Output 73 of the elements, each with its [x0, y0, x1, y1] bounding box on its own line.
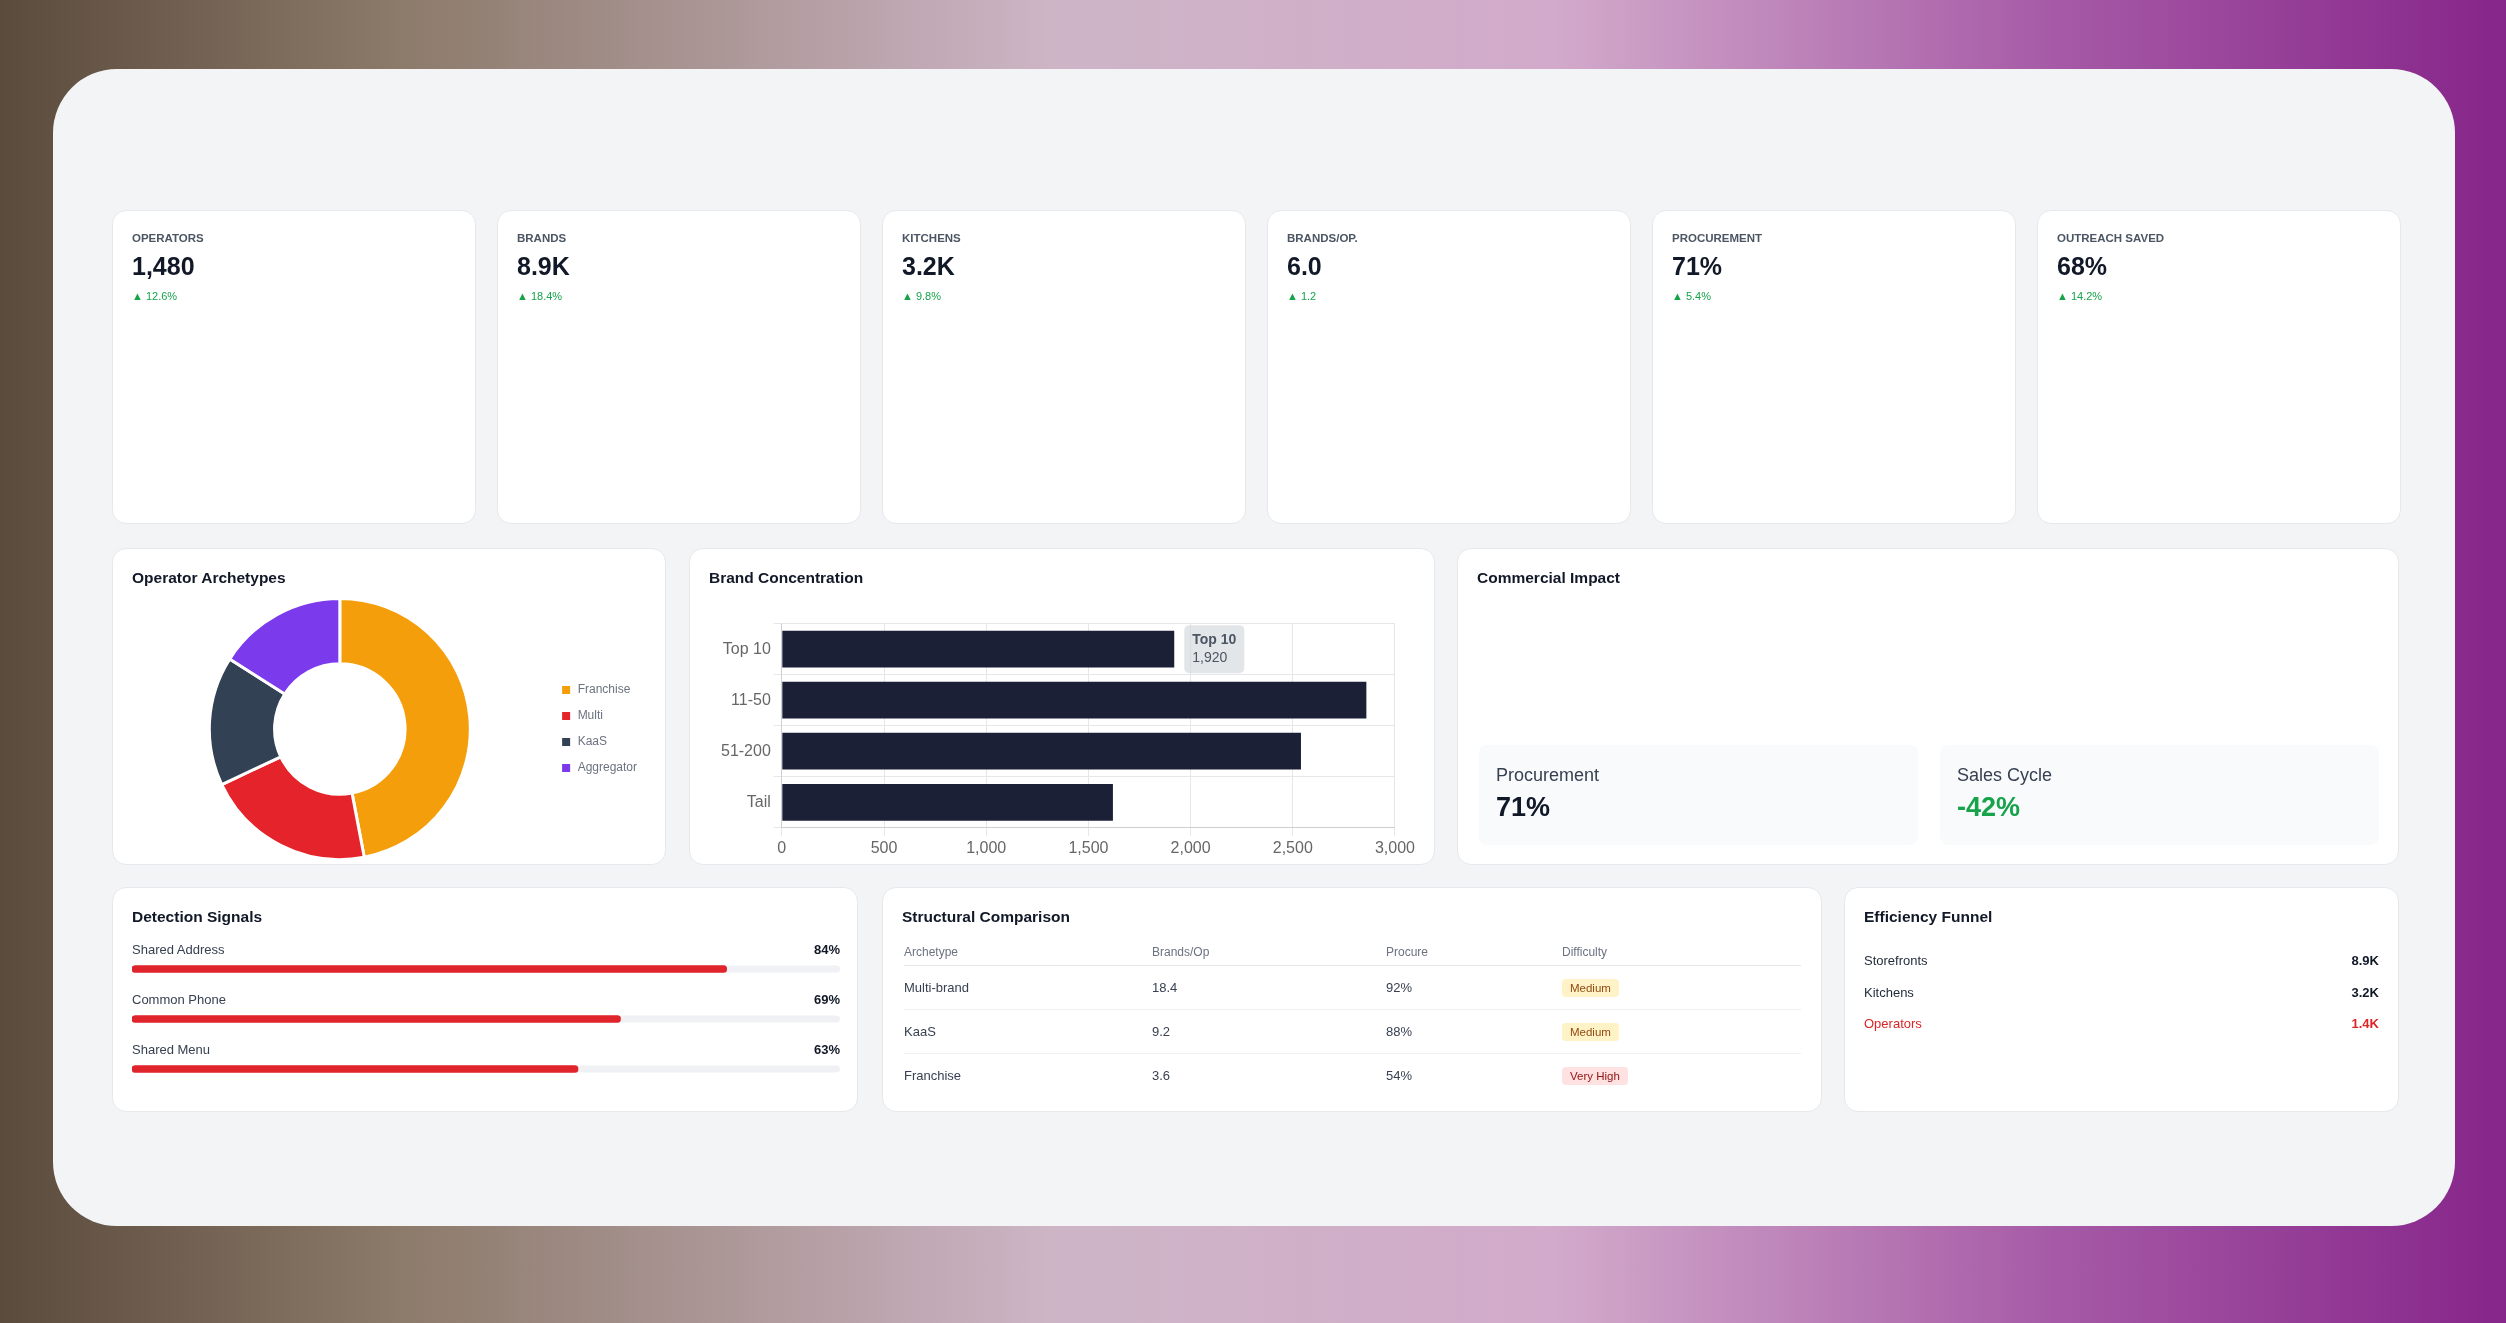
y-tick-label: 11-50	[731, 690, 771, 708]
y-tick-label: Shared Address	[132, 941, 225, 957]
text: ▲ 1.2	[1287, 289, 1317, 303]
text: KITCHENS	[902, 231, 961, 245]
legend-label: Aggregator	[577, 760, 637, 775]
legend-label: KaaS	[577, 734, 607, 749]
text: Medium	[1570, 981, 1611, 994]
text: ▲ 12.6%	[132, 289, 178, 303]
text: ▲ 9.8%	[902, 289, 942, 303]
y-tick-label: 51-200	[720, 741, 771, 759]
category-label: Multi-brand	[904, 980, 970, 995]
text: Medium	[1570, 1025, 1611, 1038]
data-label: 63%	[813, 1041, 841, 1057]
text: 54%	[1386, 1068, 1413, 1083]
text: 9.2	[1152, 1024, 1171, 1039]
text: 8.9K	[517, 251, 570, 281]
category-label: Procure	[1386, 944, 1429, 959]
category-label: KaaS	[904, 1024, 936, 1039]
text: OUTREACH SAVED	[2057, 231, 2165, 245]
text: OPERATORS	[132, 231, 204, 245]
text: 88%	[1386, 1024, 1413, 1039]
x-tick-label: 500	[870, 838, 898, 856]
category-label: Kitchens	[1864, 984, 1914, 1000]
category-label: Sales Cycle	[1957, 764, 2053, 786]
x-tick-label: 0	[777, 838, 787, 856]
annotation: Top 10	[1192, 630, 1237, 647]
text: 71%	[1672, 251, 1723, 281]
text: 1.4K	[2351, 1016, 2379, 1032]
text: Structural Comparison	[902, 907, 1070, 927]
text: Efficiency Funnel	[1864, 907, 1993, 927]
text: 71%	[1496, 792, 1551, 822]
x-tick-label: 1,000	[966, 838, 1007, 856]
annotation: 1,920	[1192, 648, 1228, 665]
x-tick-label: 3,000	[1374, 838, 1416, 856]
chart-title: Detection Signals	[132, 907, 263, 927]
text: 3.2K	[902, 251, 955, 281]
text: ▲ 14.2%	[2057, 289, 2103, 303]
text: 3.6	[1152, 1068, 1171, 1083]
data-label: 84%	[813, 941, 841, 957]
text: ▲ 5.4%	[1672, 289, 1712, 303]
text: 92%	[1386, 980, 1413, 995]
text: Commercial Impact	[1477, 568, 1620, 588]
legend-label: Multi	[577, 708, 603, 723]
category-label: Franchise	[904, 1068, 962, 1083]
category-label: Difficulty	[1562, 944, 1608, 959]
x-tick-label: 1,500	[1068, 838, 1109, 856]
text: 6.0	[1287, 251, 1322, 281]
legend-label: Franchise	[577, 682, 631, 697]
text: 68%	[2057, 251, 2108, 281]
text: PROCUREMENT	[1672, 231, 1763, 245]
x-tick-label: 2,500	[1272, 838, 1313, 856]
text: 8.9K	[2351, 953, 2379, 969]
text: BRANDS/OP.	[1287, 231, 1358, 245]
y-tick-label: Top 10	[722, 639, 771, 657]
text: -42%	[1957, 792, 2021, 822]
text: Very High	[1570, 1069, 1620, 1082]
text: ▲ 18.4%	[517, 289, 563, 303]
text: 18.4	[1152, 980, 1178, 995]
category-label: Operators	[1864, 1016, 1922, 1032]
data-label: 69%	[813, 991, 841, 1007]
category-label: Procurement	[1496, 764, 1600, 786]
text: Archetype	[904, 944, 959, 959]
y-tick-label: Tail	[746, 792, 771, 810]
y-tick-label: Shared Menu	[132, 1041, 211, 1057]
text: BRANDS	[517, 231, 567, 245]
text: 1,480	[132, 251, 195, 281]
y-tick-label: Common Phone	[132, 991, 226, 1007]
chart-title: Brand Concentration	[709, 568, 864, 588]
x-tick-label: 2,000	[1170, 838, 1211, 856]
category-label: Brands/Op	[1152, 944, 1210, 959]
text: 3.2K	[2351, 984, 2379, 1000]
category-label: Storefronts	[1864, 953, 1928, 969]
chart-title: Operator Archetypes	[132, 568, 286, 588]
